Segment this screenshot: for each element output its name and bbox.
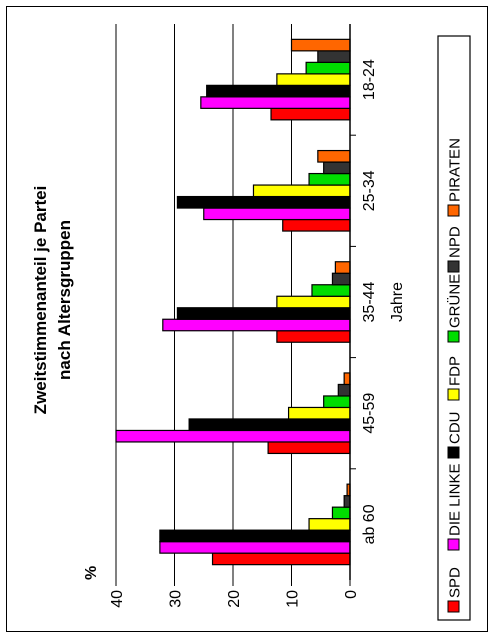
bar-piraten-45-59	[343, 372, 351, 386]
bar-die-linke-45-59	[115, 429, 351, 443]
bar-npd-45-59	[337, 383, 351, 397]
bar-spd-ab-60	[211, 552, 351, 566]
bar-piraten-18-24	[290, 38, 351, 52]
value-tick-label: 40	[109, 590, 126, 608]
legend-swatch-piraten	[447, 204, 460, 217]
bar-fdp-25-34	[252, 184, 351, 198]
bar-npd-25-34	[323, 161, 351, 175]
chart-title-line: Zweitstimmenanteil je Partei	[31, 186, 50, 415]
axes	[115, 24, 356, 586]
bar-cdu-35-44	[176, 307, 351, 320]
legend-swatch-npd	[447, 260, 460, 273]
bar-die-linke-25-34	[203, 207, 351, 221]
y-axis-title: %	[83, 566, 100, 580]
bar-cdu-18-24	[206, 84, 351, 98]
value-tick-label: 20	[226, 590, 243, 608]
bar-gr-ne-ab-60	[331, 506, 351, 520]
bar-fdp-45-59	[287, 406, 351, 420]
legend: SPD DIE LINKE CDU FDP GRÜNE NPD PIRATEN	[437, 35, 471, 621]
bar-fdp-ab-60	[308, 518, 351, 531]
legend-label-piraten: PIRATEN	[447, 138, 464, 202]
legend-label-fdp: FDP	[447, 356, 464, 386]
bar-npd-18-24	[317, 50, 351, 63]
value-tick-label: 10	[285, 590, 302, 608]
legend-label-gr-ne: GRÜNE	[446, 274, 464, 328]
legend-label-spd: SPD	[447, 567, 464, 598]
legend-label-cdu: CDU	[447, 412, 464, 445]
legend-label-npd: NPD	[447, 226, 464, 258]
legend-swatch-die-linke	[447, 538, 460, 551]
bar-cdu-45-59	[188, 418, 351, 432]
legend-swatch-cdu	[447, 446, 460, 459]
bar-spd-18-24	[270, 107, 351, 121]
legend-label-die-linke: DIE LINKE	[447, 463, 464, 536]
bar-gr-ne-45-59	[323, 395, 351, 409]
value-tick-label: 0	[343, 590, 360, 599]
bar-gr-ne-35-44	[311, 284, 351, 297]
bar-cdu-ab-60	[159, 529, 351, 543]
bar-piraten-35-44	[334, 261, 351, 274]
legend-box	[437, 35, 471, 621]
bar-gr-ne-25-34	[308, 172, 351, 186]
legend-swatch-gr-ne	[447, 330, 460, 343]
chart-title-line: nach Altersgruppen	[55, 220, 74, 380]
category-label: 18-24	[361, 59, 378, 100]
category-label: 25-34	[361, 170, 378, 211]
category-label: ab 60	[361, 504, 378, 544]
bar-fdp-18-24	[276, 73, 351, 86]
bar-npd-ab-60	[343, 495, 351, 508]
bar-die-linke-35-44	[162, 318, 351, 332]
labels: 0 10 20 30 40 18-24 25-34 35-44 45-59 ab 60% Jahre…	[31, 59, 406, 608]
legend-swatch-fdp	[447, 388, 460, 401]
category-label: 35-44	[361, 281, 378, 322]
bar-spd-45-59	[267, 441, 351, 455]
bar-cdu-25-34	[176, 195, 351, 209]
category-label: 45-59	[361, 393, 378, 434]
bar-fdp-35-44	[276, 295, 351, 309]
legend-swatch-spd	[447, 600, 460, 613]
legend-entries: SPD DIE LINKE CDU FDP GRÜNE NPD PIRATEN	[446, 138, 464, 613]
bar-piraten-25-34	[317, 149, 351, 163]
x-axis-title: Jahre	[389, 282, 406, 322]
value-tick-label: 30	[168, 590, 185, 608]
bar-spd-35-44	[276, 330, 351, 343]
bar-spd-25-34	[282, 218, 351, 232]
bar-die-linke-18-24	[200, 96, 351, 109]
bar-gr-ne-18-24	[305, 61, 351, 75]
bar-die-linke-ab-60	[159, 541, 351, 554]
bar-npd-35-44	[331, 272, 351, 286]
